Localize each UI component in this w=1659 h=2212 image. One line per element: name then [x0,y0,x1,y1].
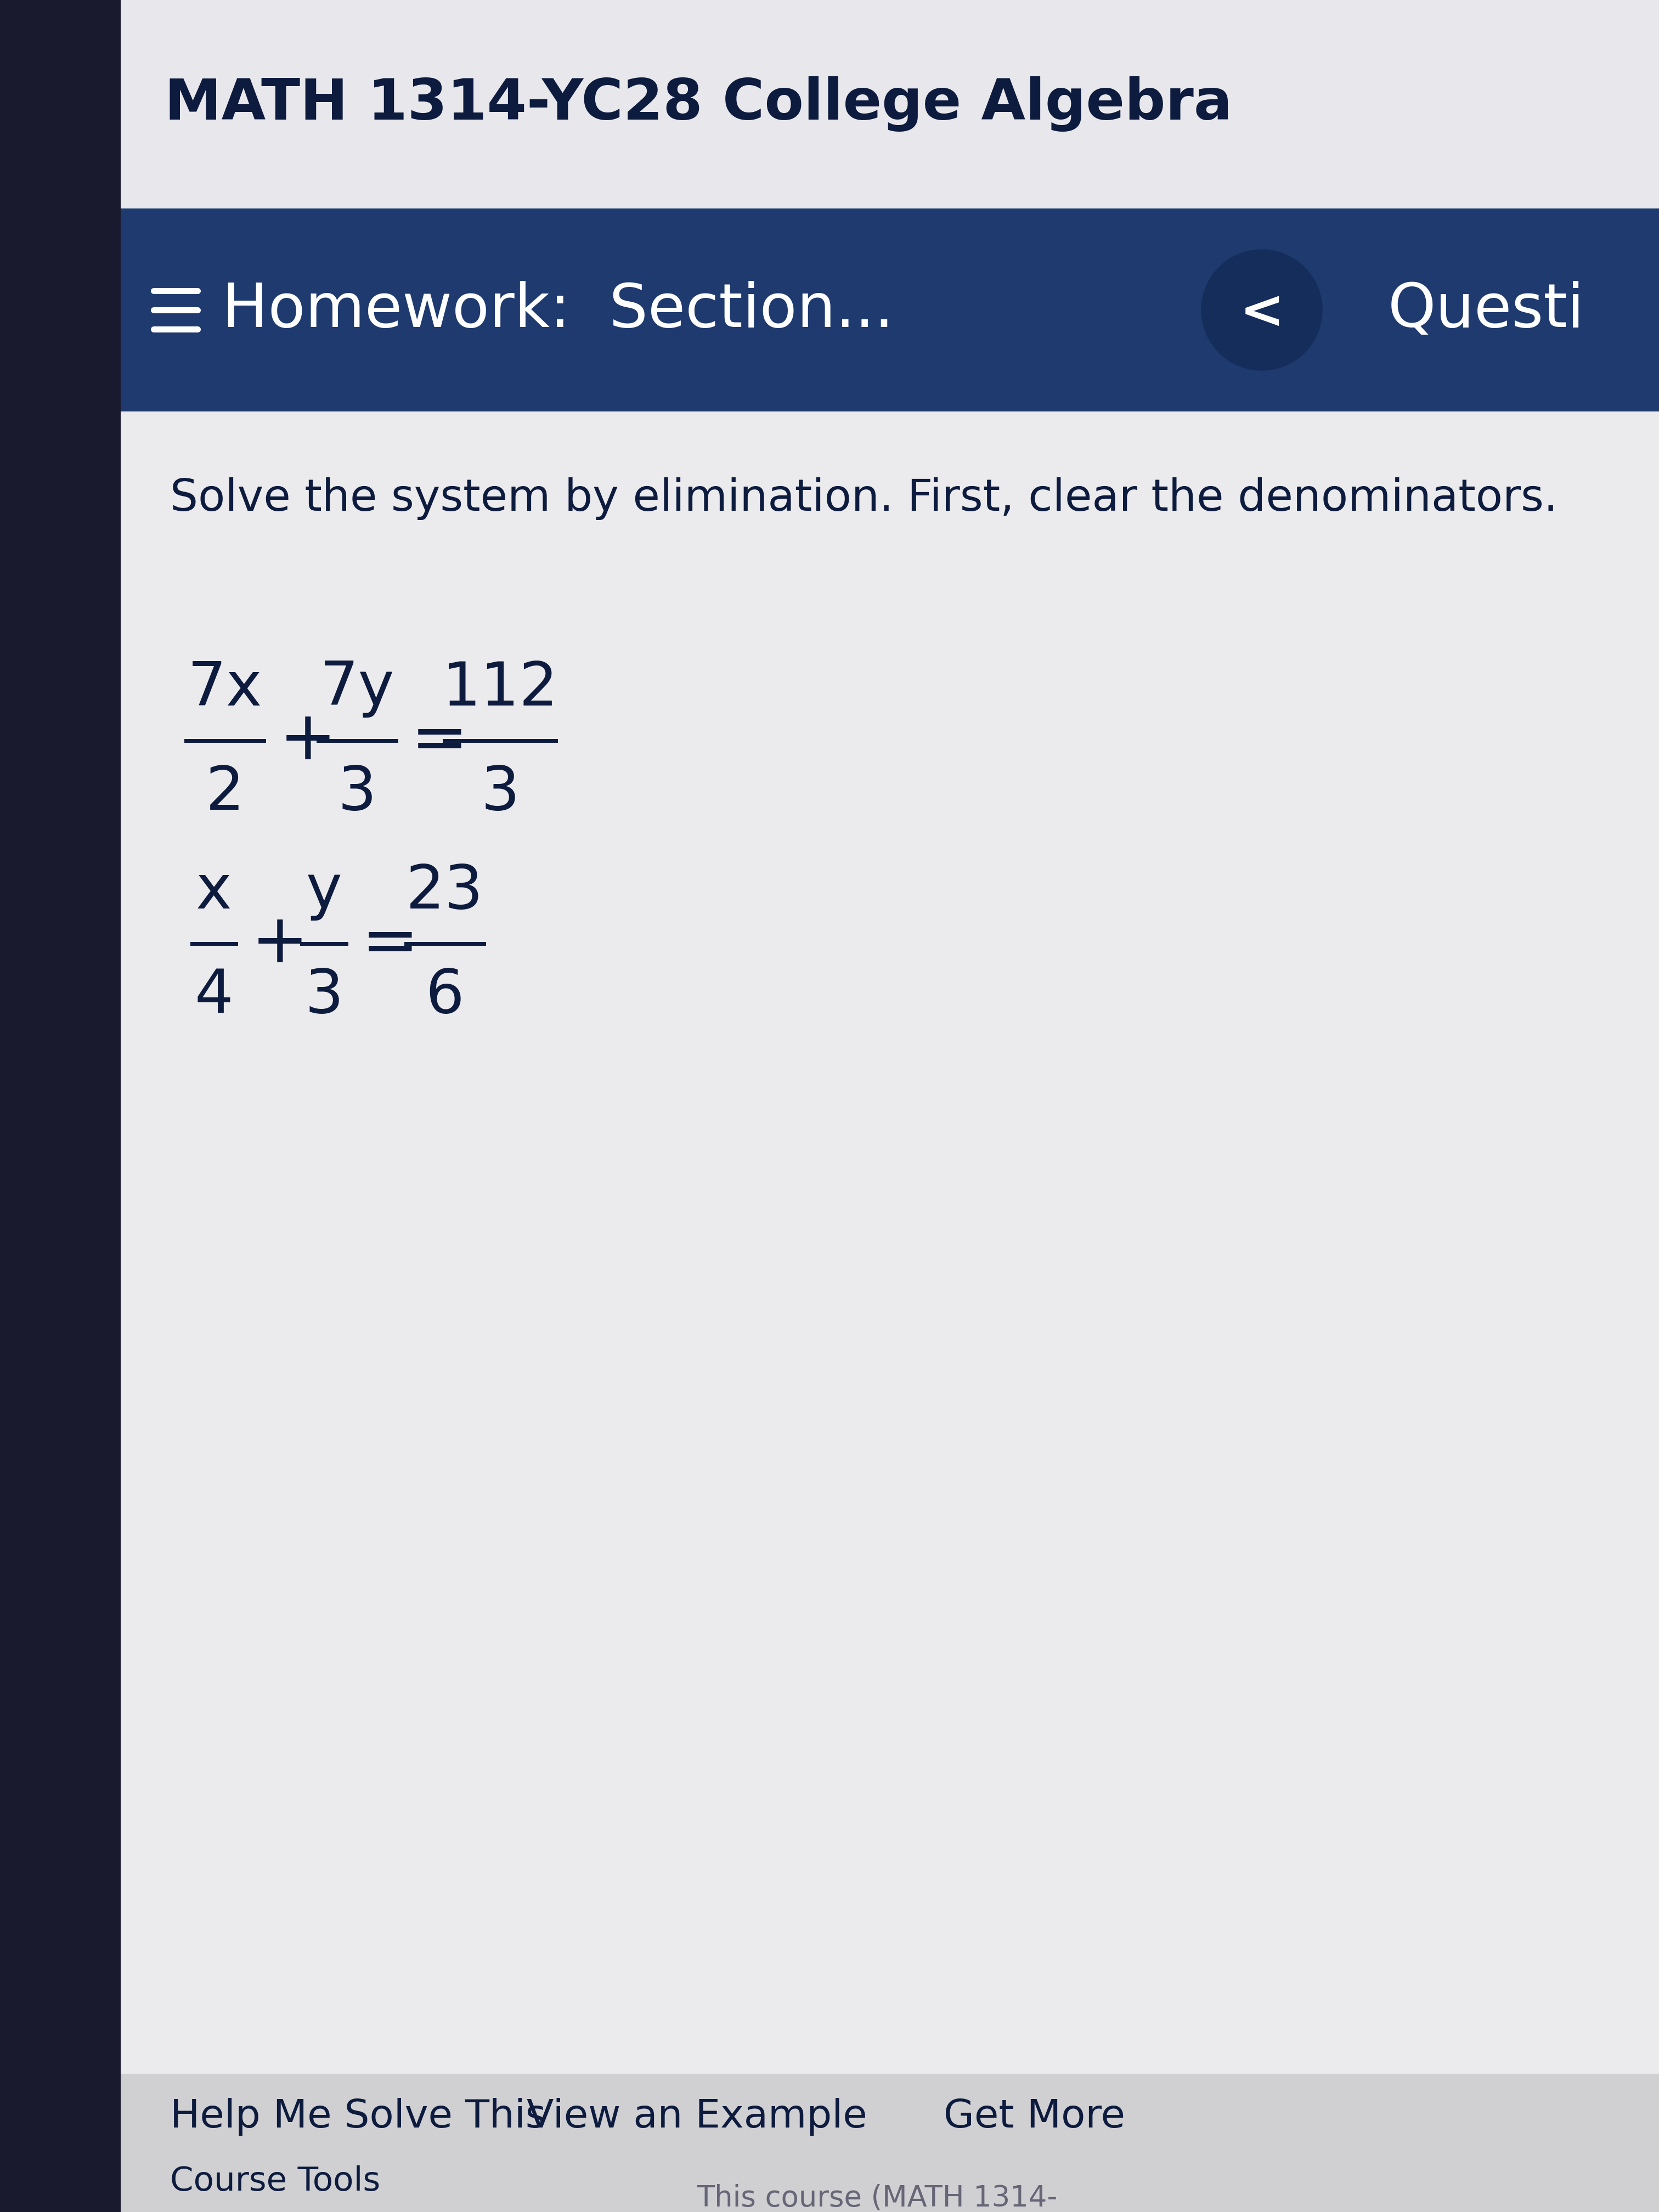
Text: 7x: 7x [187,659,262,719]
Text: 2: 2 [206,763,244,823]
Text: Homework:  Section...: Homework: Section... [222,281,894,338]
Text: 7y: 7y [320,659,395,719]
Text: +: + [251,911,309,978]
Text: =: = [411,708,468,774]
Text: 3: 3 [338,763,377,823]
FancyBboxPatch shape [121,0,1659,208]
Text: Questi: Questi [1389,281,1584,338]
Text: x: x [196,863,232,920]
Text: Solve the system by elimination. First, clear the denominators.: Solve the system by elimination. First, … [171,478,1558,520]
Text: <: < [1239,288,1284,338]
Text: y: y [305,863,342,920]
Text: +: + [279,708,337,774]
FancyBboxPatch shape [121,411,1659,2212]
Text: 4: 4 [194,967,234,1024]
Text: 3: 3 [481,763,519,823]
Text: Course Tools: Course Tools [171,2166,380,2197]
Text: Get More: Get More [944,2097,1125,2137]
Text: MATH 1314-YC28 College Algebra: MATH 1314-YC28 College Algebra [164,77,1233,133]
FancyBboxPatch shape [121,208,1659,411]
FancyBboxPatch shape [121,2075,1659,2212]
Text: 3: 3 [305,967,343,1024]
Text: 23: 23 [406,863,483,920]
Text: =: = [362,911,418,978]
Text: This course (MATH 1314-: This course (MATH 1314- [697,2183,1057,2212]
Circle shape [1201,250,1322,369]
Text: 112: 112 [441,659,559,719]
Text: View an Example: View an Example [526,2097,868,2137]
Text: Help Me Solve This: Help Me Solve This [171,2097,546,2137]
Text: 6: 6 [425,967,465,1024]
